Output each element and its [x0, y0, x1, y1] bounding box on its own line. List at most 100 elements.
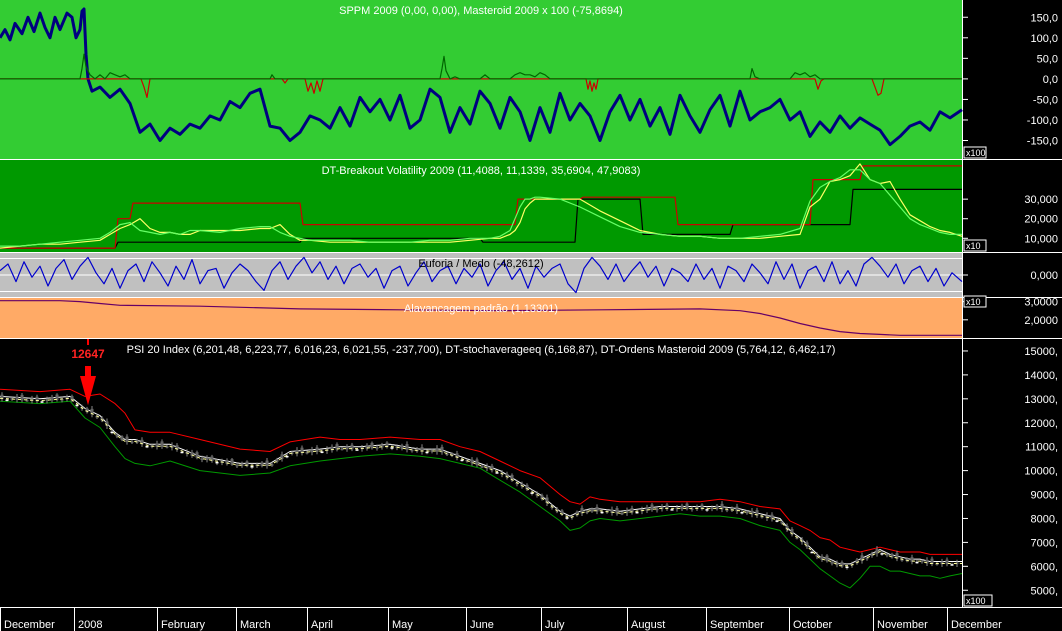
candle-body	[215, 461, 219, 464]
candle-body	[740, 512, 744, 514]
series-line-2	[0, 53, 962, 80]
candle-body	[310, 449, 314, 453]
x-tick-label: December	[4, 619, 55, 631]
candle-body	[755, 510, 759, 516]
candle-body	[475, 459, 479, 465]
candle-body	[210, 456, 214, 462]
x-tick-label: 2008	[78, 619, 102, 631]
candle-body	[550, 506, 554, 508]
candle-body	[845, 566, 849, 569]
candle-body	[540, 495, 544, 499]
candle-body	[130, 441, 134, 443]
candle-body	[865, 557, 869, 560]
candle-body	[85, 408, 89, 412]
candle-body	[680, 505, 684, 510]
candle-body	[820, 556, 824, 560]
candle-body	[515, 482, 519, 485]
candle-body	[715, 505, 719, 510]
candle-body	[285, 455, 289, 458]
candle-body	[245, 461, 249, 467]
candle-body	[645, 507, 649, 511]
panel-title: SPPM 2009 (0,00, 0,00), Masteroid 2009 x…	[339, 5, 623, 17]
candle-body	[545, 497, 549, 504]
candle-body	[350, 444, 354, 450]
candle-body	[590, 508, 594, 512]
candle-body	[855, 559, 859, 564]
candle-body	[295, 449, 299, 454]
candle-body	[700, 504, 704, 510]
candle-body	[565, 517, 569, 519]
y-tick-label: 6000,	[1030, 561, 1058, 573]
candle-body	[405, 444, 409, 450]
candle-body	[860, 555, 864, 561]
candle-body	[275, 459, 279, 462]
scale-note-box	[963, 146, 987, 159]
y-tick-label: 100,0	[1030, 33, 1058, 45]
scale-note: x10	[966, 241, 981, 251]
y-tick-label: 150,0	[1030, 12, 1058, 24]
candle-body	[420, 447, 424, 452]
series-line-0	[0, 388, 962, 555]
x-tick-label: November	[877, 619, 928, 631]
candle-body	[665, 504, 669, 510]
candle-body	[35, 396, 39, 402]
candle-body	[235, 464, 239, 467]
panel-background	[0, 298, 962, 338]
candle-body	[65, 396, 69, 400]
x-axis-background	[0, 607, 1062, 631]
candle-body	[870, 553, 874, 557]
candle-body	[440, 446, 444, 453]
candle-body	[525, 484, 529, 490]
candle-body	[620, 512, 624, 515]
candle-body	[785, 525, 789, 530]
y-tick-label: 13000,	[1024, 394, 1058, 406]
candle-body	[320, 451, 324, 453]
candle-body	[875, 549, 879, 554]
candle-body	[205, 457, 209, 461]
candle-body	[725, 509, 729, 511]
axis-background	[962, 160, 1062, 252]
candle-body	[780, 521, 784, 524]
candle-body	[145, 445, 149, 448]
chart-panel-0: 150,0 100,0 50,0 0,0 -50,0 -100,0 -150,0 x100 SP…	[0, 0, 1062, 160]
candle-body	[685, 503, 689, 510]
candle-body	[5, 399, 9, 401]
axis-background	[962, 339, 1062, 607]
candle-body	[225, 460, 229, 464]
candle-body	[630, 507, 634, 513]
candle-body	[455, 453, 459, 458]
candle-body	[485, 465, 489, 469]
candle-body	[495, 472, 499, 474]
candle-body	[520, 483, 524, 487]
panel-title: DT-Breakout Volatility 2009 (11,4088, 11…	[322, 165, 641, 177]
candle-body	[835, 562, 839, 566]
candle-body	[425, 451, 429, 454]
candle-body	[710, 507, 714, 510]
candle-body	[955, 562, 959, 565]
candle-body	[265, 460, 269, 467]
candle-body	[600, 511, 604, 514]
candle-body	[135, 440, 139, 443]
candle-body	[305, 452, 309, 454]
candle-body	[670, 509, 674, 511]
candle-body	[410, 449, 414, 452]
candle-body	[450, 453, 454, 457]
candle-body	[705, 509, 709, 511]
annotation-label: 12647	[71, 347, 105, 361]
candle-body	[280, 454, 284, 459]
y-tick-label: 14000,	[1024, 370, 1058, 382]
candle-body	[250, 466, 254, 468]
candle-body	[170, 445, 174, 448]
candle-body	[345, 446, 349, 450]
candle-body	[750, 510, 754, 515]
y-tick-label: 9000,	[1030, 490, 1058, 502]
candle-body	[375, 447, 379, 449]
scale-note-box	[963, 295, 987, 308]
candle-body	[950, 564, 954, 566]
candle-body	[655, 508, 659, 511]
candle-body	[200, 458, 204, 461]
candle-body	[180, 451, 184, 454]
scale-note-box	[963, 594, 993, 607]
x-tick-label: December	[951, 619, 1002, 631]
candle-body	[25, 399, 29, 402]
